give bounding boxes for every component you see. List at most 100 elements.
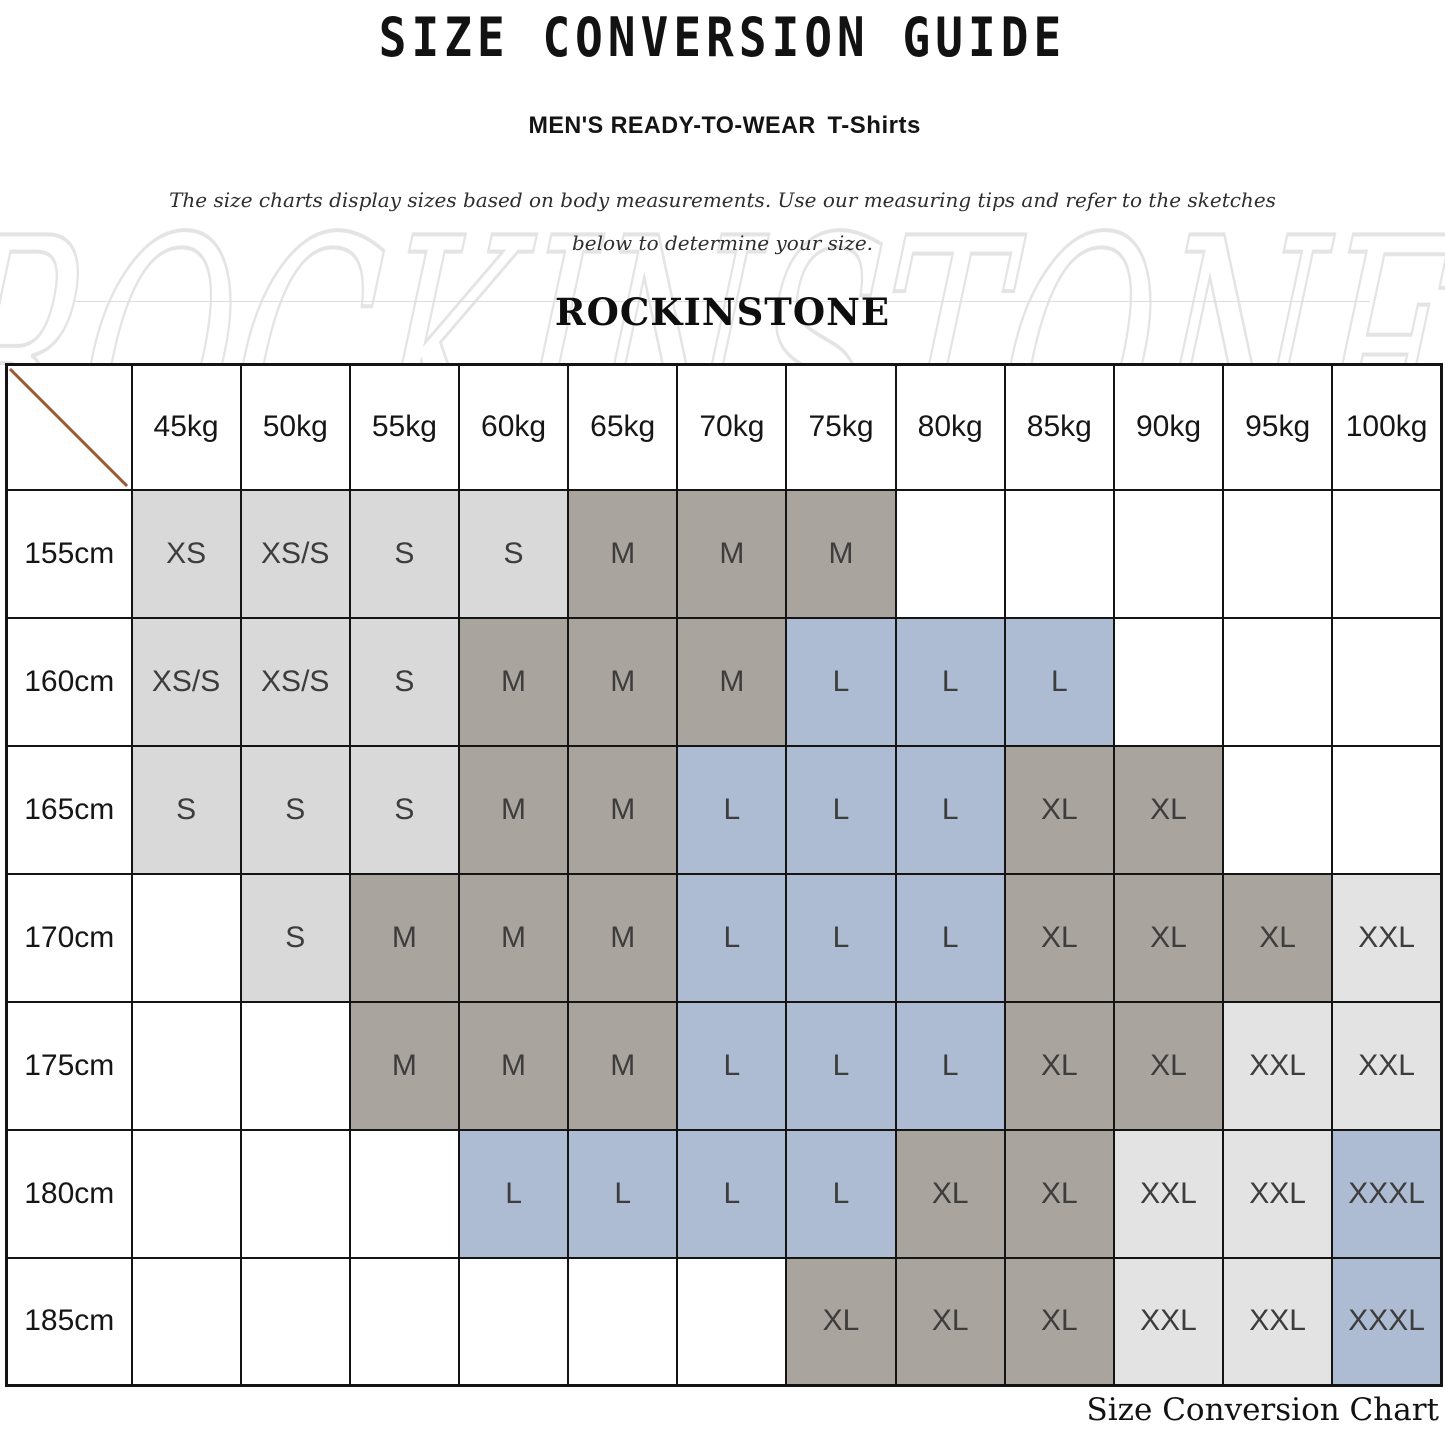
- height-header: 180cm: [5, 1128, 133, 1259]
- size-cell: [676, 1256, 788, 1387]
- size-cell: XS/S: [239, 616, 351, 747]
- size-cell: XS/S: [130, 616, 242, 747]
- size-cell: L: [785, 1128, 897, 1259]
- size-cell: M: [567, 872, 679, 1003]
- height-header: 160cm: [5, 616, 133, 747]
- size-cell: XS/S: [239, 488, 351, 619]
- weight-header: 85kg: [1003, 363, 1115, 491]
- size-cell: L: [676, 744, 788, 875]
- weight-header: 70kg: [676, 363, 788, 491]
- height-header: 175cm: [5, 1000, 133, 1131]
- size-cell: XS: [130, 488, 242, 619]
- size-table: 45kg 50kg 55kg 60kg 65kg 70kg 75kg 80kg 85kg 90kg…: [5, 363, 1443, 1387]
- weight-header: 75kg: [785, 363, 897, 491]
- size-cell: XL: [1003, 872, 1115, 1003]
- divider-rule: [75, 301, 1370, 302]
- size-cell: S: [348, 744, 460, 875]
- size-cell: L: [894, 1000, 1006, 1131]
- size-cell: S: [130, 744, 242, 875]
- size-cell: [1112, 616, 1225, 747]
- size-cell: [130, 1128, 242, 1259]
- size-cell: XL: [1112, 744, 1225, 875]
- size-cell: [239, 1256, 351, 1387]
- size-cell: M: [785, 488, 897, 619]
- weight-header: 55kg: [348, 363, 460, 491]
- size-cell: S: [348, 616, 460, 747]
- brand-title: ROCKINSTONE: [554, 290, 891, 334]
- size-cell: M: [676, 488, 788, 619]
- weight-header: 80kg: [894, 363, 1006, 491]
- size-cell: [348, 1128, 460, 1259]
- size-cell: [1222, 488, 1334, 619]
- size-cell: [130, 1000, 242, 1131]
- size-cell: XXL: [1222, 1000, 1334, 1131]
- size-cell: XL: [1003, 744, 1115, 875]
- description-line-1: The size charts display sizes based on b…: [169, 188, 1276, 212]
- size-cell: XL: [1222, 872, 1334, 1003]
- size-cell: [1222, 744, 1334, 875]
- size-cell: XXL: [1112, 1256, 1225, 1387]
- size-cell: [457, 1256, 570, 1387]
- height-header: 155cm: [5, 488, 133, 619]
- weight-header: 65kg: [567, 363, 679, 491]
- size-cell: L: [567, 1128, 679, 1259]
- size-cell: L: [1003, 616, 1115, 747]
- size-cell: [130, 1256, 242, 1387]
- size-cell: M: [676, 616, 788, 747]
- size-cell: XXXL: [1331, 1128, 1443, 1259]
- size-cell: L: [785, 1000, 897, 1131]
- table-row: 160cm XS/S XS/S S M M M L L L: [5, 616, 1443, 747]
- size-cell: L: [894, 872, 1006, 1003]
- size-cell: [239, 1128, 351, 1259]
- size-cell: M: [457, 616, 570, 747]
- size-cell: M: [567, 744, 679, 875]
- table-row: 185cm XL XL XL XXL XXL XXXL: [5, 1256, 1443, 1387]
- size-cell: M: [348, 872, 460, 1003]
- size-cell: [348, 1256, 460, 1387]
- subtitle-main: MEN'S READY-TO-WEAR: [528, 112, 816, 139]
- size-cell: M: [567, 488, 679, 619]
- size-cell: M: [348, 1000, 460, 1131]
- size-cell: L: [894, 616, 1006, 747]
- subtitle-sub: T-Shirts: [820, 112, 921, 139]
- size-cell: M: [457, 744, 570, 875]
- size-cell: [1331, 488, 1443, 619]
- size-cell: M: [567, 1000, 679, 1131]
- size-cell: XL: [1112, 1000, 1225, 1131]
- weight-header: 90kg: [1112, 363, 1225, 491]
- table-row: 165cm S S S M M L L L XL XL: [5, 744, 1443, 875]
- table-row: 175cm M M M L L L XL XL XXL XXL: [5, 1000, 1443, 1131]
- size-cell: [130, 872, 242, 1003]
- subtitle: MEN'S READY-TO-WEAR T-Shirts: [0, 112, 1445, 140]
- size-cell: L: [676, 1128, 788, 1259]
- table-row: 180cm L L L L XL XL XXL XXL XXXL: [5, 1128, 1443, 1259]
- weight-header: 45kg: [130, 363, 242, 491]
- size-cell: L: [785, 744, 897, 875]
- corner-cell: [5, 363, 133, 491]
- size-cell: XL: [894, 1128, 1006, 1259]
- weight-header: 100kg: [1331, 363, 1443, 491]
- corner-diagonal-icon: [8, 367, 129, 487]
- footer-caption: Size Conversion Chart: [1086, 1392, 1439, 1428]
- size-cell: M: [567, 616, 679, 747]
- size-cell: L: [894, 744, 1006, 875]
- size-cell: XXL: [1112, 1128, 1225, 1259]
- size-cell: [567, 1256, 679, 1387]
- size-cell: XXL: [1222, 1128, 1334, 1259]
- size-cell: [1331, 616, 1443, 747]
- size-cell: S: [348, 488, 460, 619]
- size-cell: XL: [785, 1256, 897, 1387]
- size-cell: XXL: [1222, 1256, 1334, 1387]
- size-cell: M: [457, 872, 570, 1003]
- weight-header: 50kg: [239, 363, 351, 491]
- size-cell: [1222, 616, 1334, 747]
- weight-header-row: 45kg 50kg 55kg 60kg 65kg 70kg 75kg 80kg 85kg 90kg…: [5, 363, 1443, 491]
- size-cell: XXXL: [1331, 1256, 1443, 1387]
- size-cell: L: [676, 872, 788, 1003]
- size-cell: XL: [1003, 1256, 1115, 1387]
- size-conversion-table: 45kg 50kg 55kg 60kg 65kg 70kg 75kg 80kg 85kg 90kg…: [5, 363, 1443, 1387]
- size-cell: XL: [894, 1256, 1006, 1387]
- size-cell: [1003, 488, 1115, 619]
- table-row: 170cm S M M M L L L XL XL XL XXL: [5, 872, 1443, 1003]
